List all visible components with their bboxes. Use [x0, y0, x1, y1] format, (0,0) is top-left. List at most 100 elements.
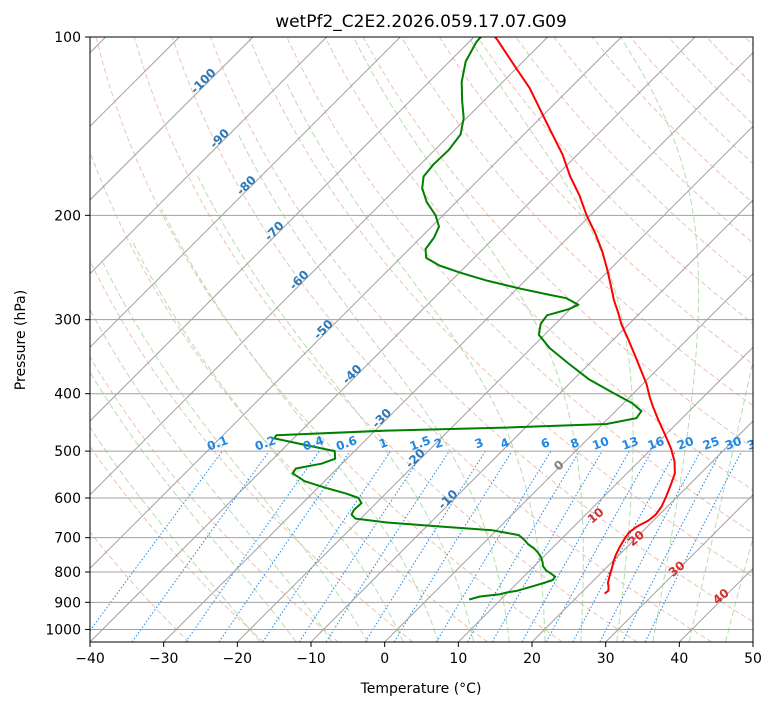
moist-adiabat	[286, 83, 546, 642]
isotherm-line	[605, 493, 753, 642]
dry-adiabat	[90, 445, 264, 642]
y-axis-title: Pressure (hPa)	[13, 290, 29, 390]
moist-adiabat	[161, 208, 439, 642]
moist-adiabat-label: 10	[585, 505, 607, 526]
moist-adiabat	[620, 37, 700, 642]
dewpoint-profile	[273, 37, 643, 601]
isotherm-label: -80	[234, 173, 259, 198]
isotherm-label: -100	[188, 66, 219, 97]
plot-frame	[89, 36, 754, 643]
mixing-ratio-line	[131, 450, 270, 642]
y-tick-label: 900	[54, 595, 81, 611]
moist-adiabat	[90, 371, 297, 642]
x-tick-label: −30	[149, 651, 179, 667]
x-tick-label: 0	[380, 651, 389, 667]
isotherm-line	[90, 37, 328, 275]
isotherm-label: -70	[262, 219, 287, 244]
dry-adiabat	[248, 37, 753, 578]
mixing-ratio-line	[521, 450, 630, 642]
moist-adiabat	[353, 37, 584, 642]
isotherm-line	[90, 37, 622, 570]
dry-adiabat	[90, 356, 339, 642]
isotherm-line	[752, 641, 753, 642]
mixing-ratio-label: 25	[701, 434, 721, 453]
x-axis-title: Temperature (°C)	[360, 681, 482, 697]
isotherm-line	[90, 37, 254, 201]
moist-adiabat-label: 0	[551, 457, 566, 473]
y-tick-label: 800	[54, 565, 81, 581]
isotherm-line	[531, 420, 753, 642]
mixing-ratio-label: 1	[377, 435, 390, 451]
dry-adiabat	[324, 37, 753, 491]
y-tick-label: 200	[54, 208, 81, 224]
moist-adiabat-label: 30	[666, 558, 688, 579]
dry-adiabat	[591, 37, 753, 204]
mixing-ratio-label: 13	[620, 434, 640, 453]
profile-lines	[273, 37, 676, 601]
x-tick-label: 10	[449, 651, 467, 667]
temperature-profile	[493, 37, 676, 595]
mixing-ratio-label: 0.4	[301, 433, 326, 453]
y-tick-label: 400	[54, 387, 81, 403]
mixing-ratio-label: 0.2	[253, 433, 278, 453]
y-tick-label: 100	[54, 30, 81, 46]
dry-adiabat	[438, 37, 753, 366]
mixing-ratio-line	[262, 450, 392, 642]
y-tick-label: 600	[54, 491, 81, 507]
x-tick-label: 20	[523, 651, 541, 667]
mixing-ratio-label: 10	[590, 434, 610, 453]
isotherm-line	[163, 51, 753, 642]
isotherm-line	[90, 37, 475, 422]
y-tick-label: 700	[54, 531, 81, 547]
moist-adiabat	[131, 239, 404, 642]
y-tick-label: 1000	[45, 622, 81, 638]
dry-adiabat	[171, 37, 712, 642]
mixing-ratio-label: 16	[646, 434, 666, 453]
x-tick-label: 50	[744, 651, 762, 667]
isotherm-line	[90, 37, 549, 496]
mixing-ratio-label: 3	[473, 435, 486, 451]
y-tick-label: 300	[54, 313, 81, 329]
mixing-ratio-line	[621, 450, 722, 642]
mixing-ratio-line	[393, 450, 513, 642]
x-tick-label: −20	[223, 651, 253, 667]
mixing-ratio-label: 2	[432, 435, 445, 451]
moist-adiabat	[468, 37, 634, 642]
mixing-ratio-line	[644, 450, 743, 642]
mixing-ratio-label: 6	[539, 435, 552, 451]
mixing-ratio-line	[298, 450, 425, 642]
dry-adiabat	[95, 37, 563, 642]
mixing-ratio-label: 1.5	[408, 433, 433, 453]
moist-adiabat	[688, 358, 753, 642]
mixing-ratio-line	[599, 450, 701, 642]
dry-adiabat	[90, 531, 190, 642]
dry-adiabat	[668, 37, 753, 125]
dry-adiabat	[362, 37, 753, 449]
isotherm-label: -30	[369, 406, 394, 431]
dry-adiabat	[706, 37, 753, 86]
dry-adiabat	[553, 37, 753, 244]
mixing-ratio-label: 36	[745, 434, 765, 453]
mixing-ratio-label: 0.6	[334, 433, 359, 453]
x-tick-label: −10	[296, 651, 326, 667]
moist-adiabat	[237, 132, 510, 642]
isotherm-line	[90, 37, 696, 642]
mixing-ratio-line	[364, 450, 486, 642]
mixing-ratio-label: 30	[723, 434, 743, 453]
mixing-ratio-line	[545, 450, 653, 642]
dry-adiabat	[90, 259, 414, 642]
x-axis: −40 −30 −20 −10 0 10 20 30 40 50	[75, 642, 762, 667]
moist-adiabat	[195, 173, 475, 642]
isotherm-line	[310, 199, 753, 642]
isotherm-line	[678, 567, 753, 642]
isotherm-label: -10	[435, 487, 460, 512]
isotherm-line	[90, 37, 401, 349]
mixing-ratio-line	[325, 450, 450, 642]
moist-adiabat	[90, 308, 333, 642]
moist-adiabat	[725, 536, 753, 642]
mixing-ratio-label: 8	[569, 435, 582, 451]
x-tick-label: −40	[75, 651, 105, 667]
mixing-ratio-line	[218, 450, 351, 642]
isotherm-label: -40	[339, 362, 364, 387]
